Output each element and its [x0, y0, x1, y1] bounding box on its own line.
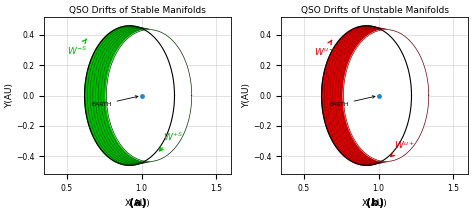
Text: $W^{-S}$: $W^{-S}$ — [67, 39, 87, 57]
Y-axis label: Y(AU): Y(AU) — [6, 83, 15, 108]
Title: QSO Drifts of Stable Manifolds: QSO Drifts of Stable Manifolds — [69, 5, 206, 15]
Polygon shape — [106, 30, 192, 162]
Title: QSO Drifts of Unstable Manifolds: QSO Drifts of Unstable Manifolds — [301, 5, 449, 15]
Polygon shape — [343, 30, 429, 162]
X-axis label: X(AU): X(AU) — [125, 199, 151, 208]
Polygon shape — [322, 26, 411, 165]
Y-axis label: Y(AU): Y(AU) — [243, 83, 252, 108]
Text: EARTH: EARTH — [91, 96, 138, 107]
Polygon shape — [85, 26, 174, 165]
Text: (b): (b) — [366, 198, 384, 208]
Text: $W^{+S}$: $W^{+S}$ — [159, 131, 183, 151]
Text: $W^{u-}$: $W^{u-}$ — [314, 40, 336, 57]
Text: $W^{u+}$: $W^{u+}$ — [391, 139, 415, 157]
Text: (a): (a) — [129, 198, 146, 208]
X-axis label: X(AU): X(AU) — [362, 199, 388, 208]
Text: EARTH: EARTH — [328, 96, 375, 107]
